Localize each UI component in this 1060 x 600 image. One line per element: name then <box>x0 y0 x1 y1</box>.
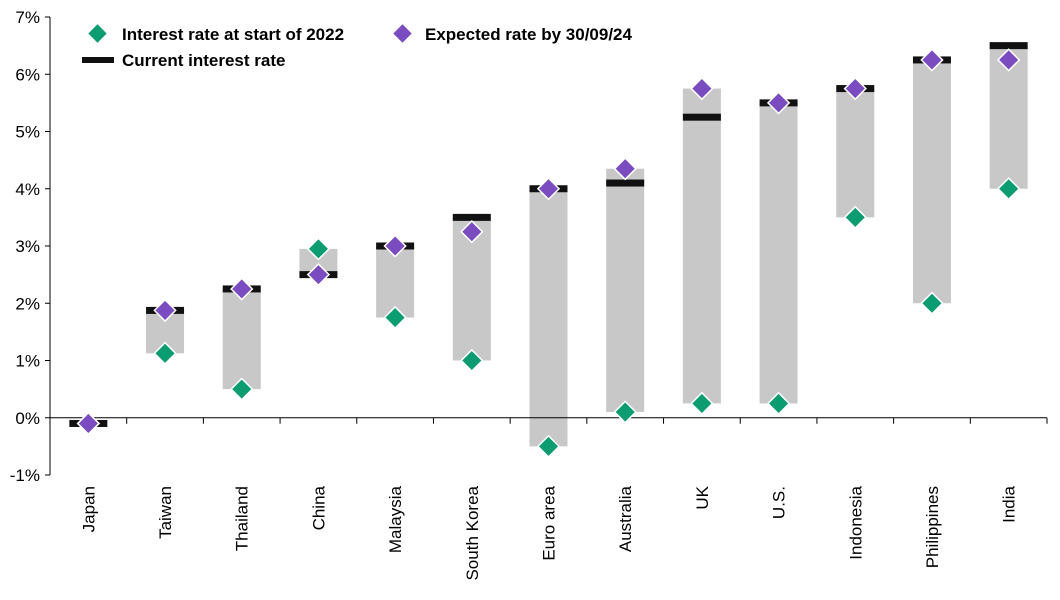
legend: Interest rate at start of 2022 Expected … <box>82 24 633 70</box>
range-bar <box>222 288 261 390</box>
x-tick-label: Thailand <box>233 486 252 551</box>
markers <box>69 42 1028 459</box>
start-2022-marker <box>153 341 177 366</box>
x-tick-label: Philippines <box>923 486 942 568</box>
expected-rate-marker <box>843 76 867 101</box>
x-tick-label: Japan <box>79 486 98 532</box>
expected-rate-marker <box>996 48 1021 72</box>
start-2022-marker <box>306 237 331 261</box>
y-tick-label: 3% <box>15 237 40 256</box>
x-tick-label: South Korea <box>463 485 482 580</box>
axes: -1% 0% 1% 2% 3% 4% 5% 6% 7% Japan Taiwan Thailand Ch… <box>10 8 1048 581</box>
range-bar <box>606 168 645 413</box>
current-rate-marker <box>682 113 721 121</box>
start-2022-marker <box>996 177 1021 201</box>
expected-rate-marker <box>383 234 407 258</box>
start-2022-marker <box>613 400 637 424</box>
legend-item-expected: Expected rate by 30/09/24 <box>393 24 633 44</box>
y-tick-label: -1% <box>10 466 40 485</box>
expected-rate-marker <box>613 157 637 181</box>
expected-rate-marker <box>230 277 254 301</box>
legend-label-start-2022: Interest rate at start of 2022 <box>122 25 344 44</box>
range-bars <box>146 45 1028 447</box>
y-tick-label: 0% <box>15 409 40 428</box>
expected-rate-marker <box>920 48 944 72</box>
legend-item-start-2022: Interest rate at start of 2022 <box>88 24 344 44</box>
x-tick-label: U.S. <box>770 486 789 519</box>
y-tick-label: 1% <box>15 352 40 371</box>
expected-rate-marker <box>766 91 791 115</box>
range-bar <box>529 188 568 447</box>
expected-rate-marker <box>153 298 177 323</box>
start-2022-marker <box>460 348 484 373</box>
x-tick-label: Euro area <box>540 485 559 560</box>
y-tick-label: 5% <box>15 123 40 142</box>
x-tick-label: China <box>309 485 328 530</box>
range-bar <box>836 88 875 218</box>
current-rate-marker <box>452 213 491 221</box>
start-2022-marker <box>230 377 254 401</box>
legend-item-current: Current interest rate <box>82 51 285 70</box>
range-bar <box>912 59 951 304</box>
x-tick-label: Malaysia <box>386 485 405 553</box>
expected-rate-marker <box>460 220 484 244</box>
legend-marker-expected <box>393 24 412 43</box>
start-2022-marker <box>843 205 867 230</box>
x-tick-label: UK <box>693 485 712 509</box>
start-2022-marker <box>383 305 407 330</box>
x-tick-label: Indonesia <box>846 485 865 559</box>
expected-rate-marker <box>536 177 561 201</box>
current-rate-marker <box>606 179 645 187</box>
y-tick-label: 4% <box>15 180 40 199</box>
y-tick-label: 7% <box>15 8 40 27</box>
legend-marker-start-2022 <box>88 24 107 43</box>
x-tick-label: Australia <box>616 485 635 552</box>
legend-label-expected: Expected rate by 30/09/24 <box>425 25 633 44</box>
expected-rate-marker <box>76 411 101 436</box>
x-tick-label: India <box>1000 485 1019 522</box>
start-2022-marker <box>766 391 791 416</box>
expected-rate-marker <box>690 76 714 101</box>
expected-rate-marker <box>306 262 331 287</box>
range-bar <box>376 246 415 318</box>
legend-marker-current <box>82 57 114 63</box>
current-rate-marker <box>989 42 1028 50</box>
start-2022-marker <box>690 391 714 416</box>
y-tick-label: 6% <box>15 65 40 84</box>
y-tick-label: 2% <box>15 294 40 313</box>
range-bar <box>759 102 798 404</box>
x-tick-label: Taiwan <box>156 486 175 539</box>
range-bar <box>682 88 721 404</box>
legend-label-current: Current interest rate <box>122 51 285 70</box>
start-2022-marker <box>536 434 561 459</box>
start-2022-marker <box>920 291 944 315</box>
